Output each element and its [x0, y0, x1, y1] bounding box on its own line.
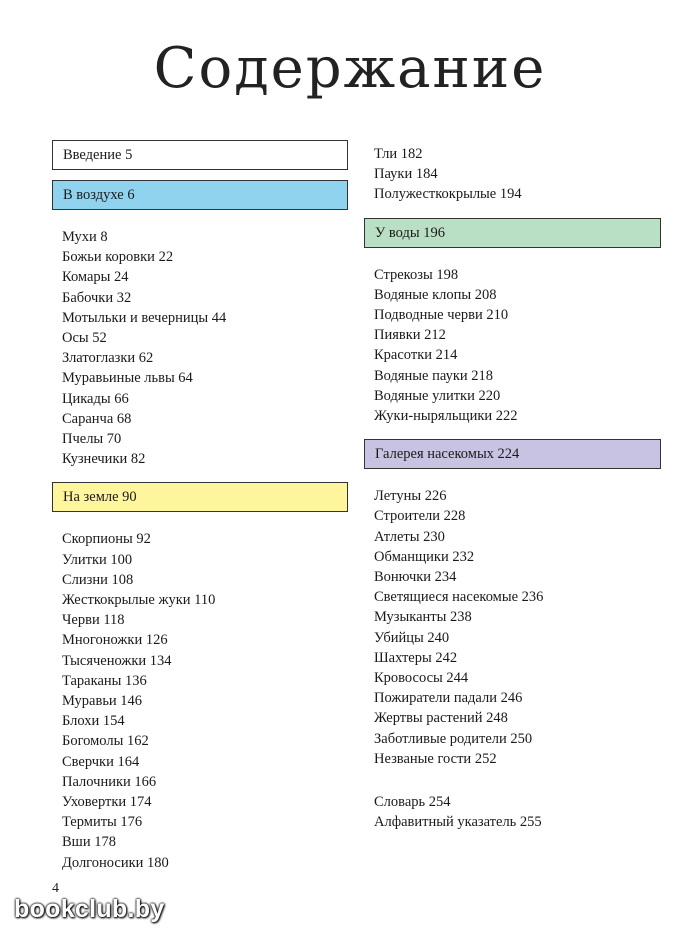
list-item[interactable]: Полужесткокрылые 194	[374, 186, 522, 203]
list-item[interactable]: Незваные гости 252	[374, 750, 497, 767]
list-item[interactable]: Вши 178	[62, 834, 116, 851]
list-item[interactable]: Богомолы 162	[62, 733, 149, 750]
list-back-matter: Словарь 254 Алфавитный указатель 255	[364, 792, 661, 832]
list-item[interactable]: Цикады 66	[62, 390, 129, 407]
list-item[interactable]: Словарь 254	[374, 794, 451, 811]
list-item[interactable]: Мотыльки и вечерницы 44	[62, 309, 227, 326]
list-item[interactable]: Муравьиные львы 64	[62, 370, 193, 387]
list-item[interactable]: Летуны 226	[374, 488, 447, 505]
list-item[interactable]: Водяные улитки 220	[374, 387, 501, 404]
list-item[interactable]: Вонючки 234	[374, 569, 457, 586]
list-item[interactable]: Уховертки 174	[62, 794, 152, 811]
list-air: Мухи 8 Божьи коровки 22 Комары 24 Бабочки 3…	[52, 227, 348, 469]
page-number: 4	[52, 881, 59, 896]
list-item[interactable]: Блохи 154	[62, 713, 125, 730]
toc-right-column: Тли 182 Пауки 184 Полужесткокрылые 194 У в…	[364, 140, 661, 832]
list-water: Стрекозы 198 Водяные клопы 208 Подводные ч…	[364, 265, 661, 427]
list-item[interactable]: Жертвы растений 248	[374, 710, 508, 727]
list-item[interactable]: Заботливые родители 250	[374, 730, 533, 747]
list-item[interactable]: Тысяченожки 134	[62, 652, 172, 669]
toc-left-column: Введение 5 В воздухе 6 Мухи 8 Божьи коров…	[52, 140, 348, 873]
list-item[interactable]: Убийцы 240	[374, 629, 450, 646]
section-box-air[interactable]: В воздухе 6	[52, 180, 348, 210]
list-item[interactable]: Жуки-ныряльщики 222	[374, 408, 518, 425]
list-item[interactable]: Пчелы 70	[62, 431, 122, 448]
list-item[interactable]: Атлеты 230	[374, 528, 445, 545]
list-item[interactable]: Палочники 166	[62, 773, 157, 790]
list-item[interactable]: Стрекозы 198	[374, 266, 459, 283]
list-item[interactable]: Алфавитный указатель 255	[374, 814, 542, 831]
section-box-water[interactable]: У воды 196	[364, 217, 661, 248]
section-box-gallery[interactable]: Галерея насекомых 224	[364, 439, 661, 470]
list-item[interactable]: Слизни 108	[62, 571, 134, 588]
list-item[interactable]: Жесткокрылые жуки 110	[62, 592, 216, 609]
page-title: Содержание	[153, 36, 547, 101]
list-ground: Скорпионы 92 Улитки 100 Слизни 108 Жесткокр…	[52, 529, 348, 872]
list-item[interactable]: Улитки 100	[62, 551, 133, 568]
list-item[interactable]: Светящиеся насекомые 236	[374, 589, 544, 606]
list-item[interactable]: Шахтеры 242	[374, 649, 458, 666]
list-item[interactable]: Божьи коровки 22	[62, 249, 174, 266]
list-item[interactable]: Черви 118	[62, 612, 125, 629]
list-item[interactable]: Строители 228	[374, 508, 466, 525]
list-item[interactable]: Кузнечики 82	[62, 451, 146, 468]
section-box-ground[interactable]: На земле 90	[52, 482, 348, 513]
list-item[interactable]: Музыканты 238	[374, 609, 472, 626]
watermark-logo: bookclub.by	[14, 895, 165, 923]
list-item[interactable]: Комары 24	[62, 269, 129, 286]
list-item[interactable]: Муравьи 146	[62, 693, 143, 710]
list-item[interactable]: Пиявки 212	[374, 327, 446, 344]
list-item[interactable]: Водяные клопы 208	[374, 286, 497, 303]
list-gallery: Летуны 226 Строители 228 Атлеты 230 Обманщи…	[364, 486, 661, 769]
list-item[interactable]: Саранча 68	[62, 410, 132, 427]
list-item[interactable]: Кровососы 244	[374, 670, 469, 687]
list-item[interactable]: Сверчки 164	[62, 753, 140, 770]
section-box-intro[interactable]: Введение 5	[52, 140, 348, 170]
list-item[interactable]: Пауки 184	[374, 166, 438, 183]
list-item[interactable]: Тараканы 136	[62, 672, 147, 689]
list-item[interactable]: Долгоносики 180	[62, 854, 169, 871]
list-item[interactable]: Термиты 176	[62, 814, 143, 831]
list-item[interactable]: Водяные пауки 218	[374, 367, 494, 384]
list-item[interactable]: Красотки 214	[374, 347, 458, 364]
list-item[interactable]: Обманщики 232	[374, 548, 475, 565]
list-item[interactable]: Многоножки 126	[62, 632, 168, 649]
list-item[interactable]: Скорпионы 92	[62, 531, 151, 548]
list-ground-continued: Тли 182 Пауки 184 Полужесткокрылые 194	[364, 144, 661, 205]
list-item[interactable]: Златоглазки 62	[62, 350, 154, 367]
list-item[interactable]: Пожиратели падали 246	[374, 690, 523, 707]
list-item[interactable]: Осы 52	[62, 330, 107, 347]
list-item[interactable]: Мухи 8	[62, 229, 108, 245]
list-item[interactable]: Тли 182	[374, 146, 423, 162]
list-item[interactable]: Бабочки 32	[62, 289, 132, 306]
list-item[interactable]: Подводные черви 210	[374, 307, 509, 324]
